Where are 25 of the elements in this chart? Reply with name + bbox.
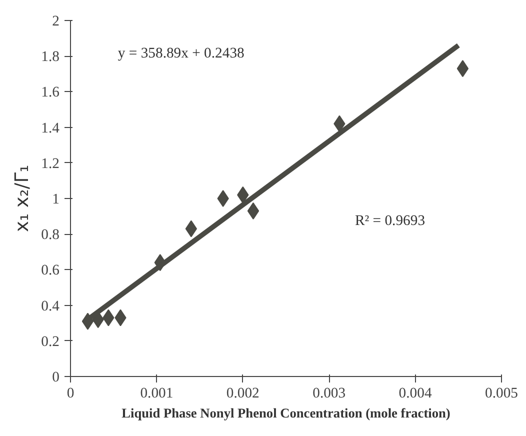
y-tick-label: 1.4 — [41, 120, 60, 136]
point — [456, 60, 469, 78]
y-tick-label: 0.2 — [41, 334, 60, 350]
x-tick-label: 0.002 — [226, 386, 260, 402]
y-tick-label: 2 — [52, 14, 60, 30]
y-tick-label: 1.6 — [41, 84, 60, 101]
y-tick-label: 1 — [52, 192, 60, 208]
x-tick-label: 0.004 — [398, 386, 432, 402]
x-tick-label: 0.005 — [485, 386, 518, 402]
point — [217, 190, 229, 207]
y-tick-label: 0 — [52, 370, 60, 386]
annotation: y = 358.89x + 0.2438 — [118, 45, 244, 62]
annotation: R² = 0.9693 — [354, 212, 426, 229]
point — [247, 202, 260, 220]
y-tick-label: 1.8 — [41, 49, 60, 66]
y-tick-label: 0.6 — [41, 262, 60, 279]
x-tick-label: 0.001 — [140, 386, 174, 402]
y-tick-label: 0.4 — [41, 298, 60, 314]
x-tick-label: 0.003 — [312, 386, 346, 402]
point — [185, 220, 198, 238]
y-tick-label: 1.2 — [41, 156, 60, 172]
y-tick-label: 0.8 — [41, 227, 60, 244]
x-axis-title: Liquid Phase Nonyl Phenol Concentration (mole fraction) — [122, 406, 450, 420]
x-tick-label: 0 — [66, 386, 74, 402]
y-axis-title: x₁ x₂/Γ₁ — [12, 164, 34, 232]
